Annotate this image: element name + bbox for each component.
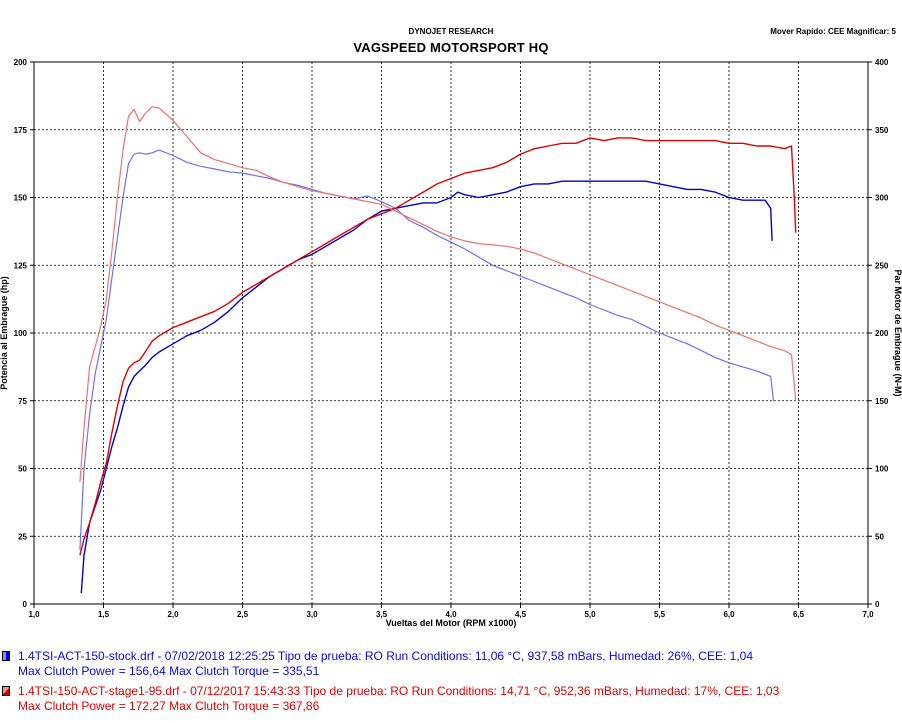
chart-title: VAGSPEED MOTORSPORT HQ [353,40,549,55]
series-lines [79,106,797,594]
y-tick-label: 50 [18,465,27,474]
x-tick-label: 5,5 [654,610,666,619]
x-tick-label: 2,0 [167,610,179,619]
y-tick-label: 100 [14,329,28,338]
x-tick-label: 3,5 [376,610,388,619]
y2-tick-label: 400 [875,58,889,67]
y2-tick-label: 0 [875,600,880,609]
x-tick-label: 1,5 [98,610,110,619]
y2-tick-label: 250 [875,261,889,270]
y-tick-label: 25 [18,532,27,541]
y-tick-label: 75 [18,397,27,406]
y2-tick-label: 100 [875,465,889,474]
y2-tick-label: 150 [875,397,889,406]
x-tick-label: 6,0 [723,610,735,619]
y-tick-label: 175 [14,126,28,135]
y2-tick-label: 350 [875,126,889,135]
series-power-run-1 [79,137,797,556]
legend-run-stage1-info: 1.4TSI-150-ACT-stage1-95.drf - 07/12/201… [18,684,780,698]
brand-label: DYNOJET RESEARCH [408,27,494,36]
y2-tick-label: 300 [875,194,889,203]
legend-run-stock-info: 1.4TSI-ACT-150-stock.drf - 07/02/2018 12… [18,649,753,663]
legend-run-stock-max: Max Clutch Power = 156,64 Max Clutch Tor… [18,664,320,678]
y2-tick-label: 200 [875,329,889,338]
x-tick-label: 4,0 [445,610,457,619]
x-tick-label: 2,5 [237,610,249,619]
x-tick-label: 7,0 [862,610,874,619]
y2-tick-label: 50 [875,532,884,541]
legend-swatch-stock [2,651,10,661]
y-axis-label: Potencia al Embrague (hp) [0,276,9,390]
y-tick-label: 200 [14,58,28,67]
x-tick-label: 1,0 [28,610,40,619]
settings-readout: Mover Rapido: CEE Magnificar: 5 [770,27,896,36]
legend-swatch-stage1 [2,686,10,696]
x-tick-label: 3,0 [306,610,318,619]
series-torque-run-1 [79,106,797,483]
y-tick-label: 125 [14,261,28,270]
x-axis-label: Vueltas del Motor (RPM x1000) [386,618,517,628]
x-tick-label: 5,0 [584,610,596,619]
y-tick-label: 0 [23,600,28,609]
x-tick-label: 4,5 [515,610,527,619]
series-power-run-0 [80,180,773,594]
series-torque-run-0 [79,149,775,550]
dyno-chart: 1,0 1,5 2,0 2,5 3,0 3,5 4,0 4,5 5,0 5,5 6,0 6,5 7,00… [0,58,902,628]
y2-axis-label: Par Motor de Embrague (N-M) [893,269,902,396]
axis-ticks: 1,0 1,5 2,0 2,5 3,0 3,5 4,0 4,5 5,0 5,5 6,0 6,5 7,00… [14,58,889,619]
legend-run-stage1-max: Max Clutch Power = 172,27 Max Clutch Tor… [18,699,320,713]
x-tick-label: 6,5 [793,610,805,619]
y-tick-label: 150 [14,194,28,203]
